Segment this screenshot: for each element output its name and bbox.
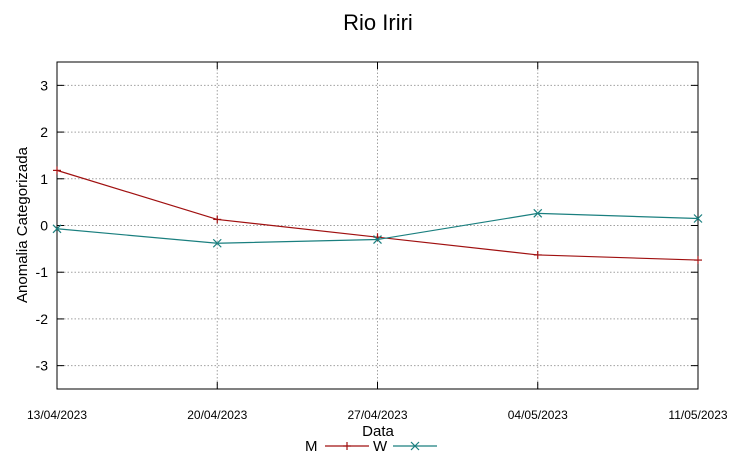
axis-ticks: -3 -2 -1 0 1 2 3 13/04/2023 20/04/2023 27/04/2023…: [27, 62, 728, 422]
y-tick-label: 1: [40, 171, 48, 187]
series-group: [52, 166, 703, 265]
gridlines: [57, 62, 698, 389]
chart-title: Rio Iriri: [343, 10, 413, 35]
data-point-m: [694, 256, 702, 265]
x-tick-label: 04/05/2023: [508, 408, 568, 422]
legend-label: M: [305, 438, 318, 455]
data-point-w: [693, 214, 703, 223]
x-tick-label: 27/04/2023: [347, 408, 407, 422]
y-axis-label: Anomalia Categorizada: [14, 146, 31, 303]
legend-swatch-marker: [410, 441, 420, 451]
y-tick-label: 3: [40, 77, 48, 93]
x-tick-label: 11/05/2023: [668, 408, 727, 422]
y-tick-label: 0: [40, 218, 48, 234]
data-point-w: [533, 208, 543, 218]
legend-label: W: [373, 438, 388, 455]
y-tick-label: 2: [40, 124, 48, 140]
data-point-w: [212, 238, 222, 248]
data-point-m: [53, 166, 61, 175]
x-tick-label: 13/04/2023: [27, 408, 87, 422]
x-tick-label: 20/04/2023: [187, 408, 247, 422]
data-point-m: [213, 215, 222, 224]
data-point-w: [373, 235, 382, 244]
y-tick-label: -1: [36, 264, 49, 280]
y-tick-label: -3: [36, 358, 49, 374]
legend-swatch-marker: [343, 442, 351, 450]
x-axis-label: Data: [362, 423, 394, 440]
data-point-w: [52, 224, 62, 234]
y-tick-label: -2: [36, 311, 49, 327]
data-point-m: [533, 250, 542, 259]
